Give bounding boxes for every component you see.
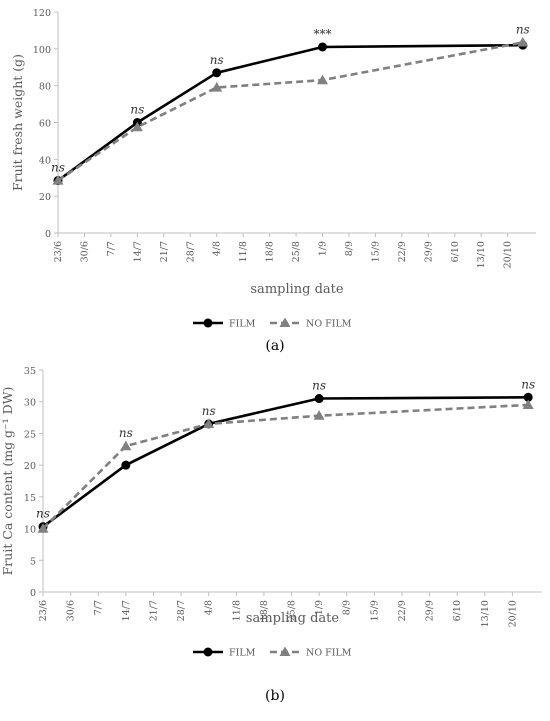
x-tick-label: 25/8 <box>287 600 298 621</box>
x-tick-label: 23/6 <box>53 241 64 262</box>
x-tick-label: 21/7 <box>148 600 159 621</box>
y-axis-title: Fruit Ca content (mg g⁻¹ DW) <box>0 387 15 576</box>
x-tick-label: 15/9 <box>369 600 380 621</box>
x-tick-label: 7/7 <box>93 600 104 615</box>
legend-marker-no-film <box>279 317 291 327</box>
data-point-no-film <box>52 175 64 185</box>
y-tick-label: 20 <box>24 461 36 472</box>
data-point-no-film <box>517 36 529 47</box>
data-point-no-film <box>313 410 325 420</box>
x-tick-label: 21/7 <box>159 241 170 262</box>
y-tick-label: 25 <box>24 429 36 440</box>
x-tick-label: 8/9 <box>344 241 355 256</box>
x-tick-label: 8/9 <box>342 600 353 615</box>
data-point-film <box>314 394 324 404</box>
y-tick-label: 80 <box>39 82 51 93</box>
data-point-no-film <box>120 440 132 451</box>
data-point-no-film <box>522 399 534 410</box>
x-tick-label: 18/8 <box>259 600 270 621</box>
data-point-no-film <box>203 418 215 429</box>
x-tick-label: 4/8 <box>212 241 223 256</box>
significance-label: ns <box>130 103 144 117</box>
legend: FILM NO FILM <box>193 317 352 330</box>
x-tick-label: 29/9 <box>423 241 434 262</box>
legend-marker-film <box>203 647 213 657</box>
y-tick-label: 5 <box>30 556 36 567</box>
x-tick-label: 23/6 <box>38 600 49 621</box>
legend: FILM NO FILM <box>193 646 352 659</box>
significance-label: ns <box>119 426 133 440</box>
x-tick-label: 4/8 <box>204 600 215 615</box>
legend-marker-film <box>203 318 213 328</box>
data-point-no-film <box>131 121 143 132</box>
x-tick-label: 28/7 <box>176 600 187 621</box>
x-tick-label: 30/6 <box>66 600 77 621</box>
x-tick-label: 11/8 <box>238 241 249 262</box>
x-tick-label: 25/8 <box>291 241 302 262</box>
legend-marker-no-film <box>279 646 291 656</box>
x-tick-label: 1/9 <box>314 600 325 615</box>
x-tick-label: 22/9 <box>397 241 408 262</box>
chart-b: 0 5 10 15 20 25 30 35 23/6 30/6 7/7 14/7 21/7 28/7 4/8… <box>0 366 542 704</box>
y-tick-label: 0 <box>45 229 51 240</box>
series-line-no-film <box>57 41 524 182</box>
series-line-film <box>57 43 523 182</box>
y-tick-label: 10 <box>24 525 36 536</box>
x-tick-label: 20/10 <box>503 241 514 268</box>
significance-label: ns <box>521 377 535 391</box>
x-tick-label: 6/10 <box>450 241 461 262</box>
x-tick-label: 1/9 <box>318 241 329 256</box>
data-point-film <box>318 42 328 52</box>
x-tick-label: 18/8 <box>265 241 276 262</box>
x-tick-label: 7/7 <box>106 241 117 256</box>
x-tick-label: 15/9 <box>370 241 381 262</box>
chart-a: 0 20 40 60 80 100 120 23/6 30/6 7/7 14/7 21/7 28/7 4/… <box>10 8 536 354</box>
series-line-film <box>42 396 529 528</box>
significance-label: ns <box>312 379 326 393</box>
data-point-no-film <box>317 74 329 85</box>
x-tick-label: 29/9 <box>425 600 436 621</box>
data-point-no-film <box>211 82 223 92</box>
series-line-no-film <box>42 403 529 530</box>
significance-label: ns <box>51 161 65 175</box>
data-point-film <box>212 68 222 78</box>
y-tick-label: 15 <box>24 493 36 504</box>
y-tick-label: 40 <box>39 155 51 166</box>
x-tick-label: 13/10 <box>476 241 487 268</box>
legend-label-no-film: NO FILM <box>306 319 352 330</box>
y-tick-label: 35 <box>24 366 36 377</box>
x-tick-label: 20/10 <box>507 600 518 627</box>
x-tick-label: 6/10 <box>452 600 463 621</box>
significance-label: ns <box>210 53 224 67</box>
x-tick-label: 11/8 <box>231 600 242 621</box>
panel-label: (a) <box>265 338 284 354</box>
x-tick-label: 28/7 <box>185 241 196 262</box>
y-tick-label: 60 <box>39 119 51 130</box>
x-axis-title: sampling date <box>250 282 344 297</box>
y-tick-label: 30 <box>24 398 36 409</box>
x-tick-label: 14/7 <box>132 241 143 262</box>
legend-label-no-film: NO FILM <box>306 648 352 659</box>
x-tick-label: 22/9 <box>397 600 408 621</box>
panel-label: (b) <box>265 688 285 704</box>
y-tick-label: 0 <box>30 588 36 599</box>
y-tick-label: 20 <box>39 192 51 203</box>
significance-label: *** <box>314 27 332 41</box>
data-point-no-film <box>37 523 49 533</box>
x-tick-label: 30/6 <box>79 241 90 262</box>
y-axis-title: Fruit fresh weight (g) <box>10 54 25 191</box>
significance-label: ns <box>36 507 50 521</box>
y-tick-label: 100 <box>33 45 51 56</box>
x-axis-title: sampling date <box>246 611 340 626</box>
data-point-film <box>523 392 533 402</box>
x-tick-label: 13/10 <box>480 600 491 627</box>
significance-label: ns <box>516 22 530 36</box>
y-tick-label: 120 <box>33 8 51 19</box>
x-tick-label: 14/7 <box>121 600 132 621</box>
data-point-film <box>121 460 131 470</box>
legend-label-film: FILM <box>229 648 256 659</box>
significance-label: ns <box>202 404 216 418</box>
legend-label-film: FILM <box>229 319 256 330</box>
